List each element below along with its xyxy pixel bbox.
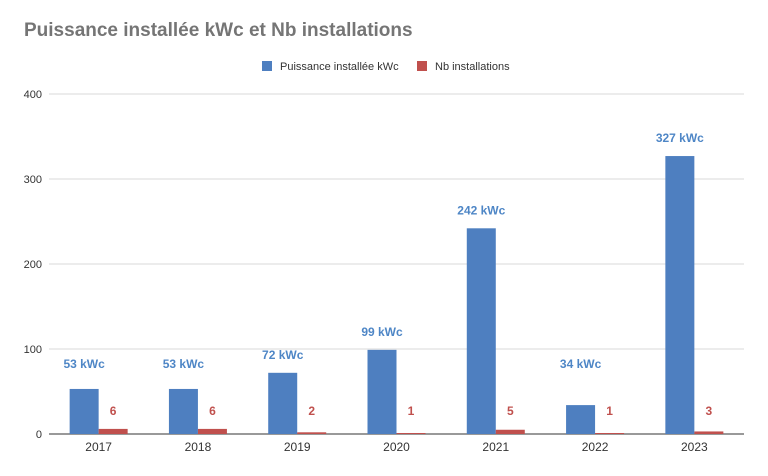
- x-tick-label: 2021: [482, 440, 509, 454]
- x-tick-label: 2020: [383, 440, 410, 454]
- data-label-nb-installations: 3: [706, 404, 713, 418]
- x-tick-label: 2023: [681, 440, 708, 454]
- bar-puissance: [466, 228, 496, 434]
- data-label-puissance: 72 kWc: [262, 348, 304, 362]
- bar-puissance: [69, 388, 99, 434]
- data-label-nb-installations: 1: [408, 404, 415, 418]
- bar-nb-installations: [595, 433, 625, 434]
- y-tick-label: 0: [36, 429, 42, 441]
- data-label-nb-installations: 6: [110, 404, 117, 418]
- bar-puissance: [566, 405, 596, 434]
- data-label-nb-installations: 1: [606, 404, 613, 418]
- data-label-puissance: 53 kWc: [63, 357, 105, 371]
- x-tick-label: 2018: [185, 440, 212, 454]
- x-tick-label: 2019: [284, 440, 311, 454]
- data-label-puissance: 327 kWc: [656, 131, 704, 145]
- bar-nb-installations: [396, 433, 426, 434]
- chart-title: Puissance installée kWc et Nb installati…: [24, 20, 413, 41]
- bar-puissance: [268, 372, 298, 434]
- data-label-nb-installations: 5: [507, 404, 514, 418]
- legend-swatch-nb-installations: [417, 61, 427, 71]
- x-axis-ticks: 2017 2018 2019 2020 2021 2022 2023: [85, 440, 708, 454]
- legend: Puissance installée kWc Nb installations: [262, 61, 510, 73]
- x-tick-label: 2022: [582, 440, 609, 454]
- data-label-puissance: 34 kWc: [560, 357, 602, 371]
- bar-nb-installations: [197, 428, 227, 434]
- bar-puissance: [367, 349, 397, 434]
- data-label-puissance: 242 kWc: [457, 203, 505, 217]
- bar-nb-installations: [98, 428, 128, 434]
- data-label-nb-installations: 2: [308, 404, 315, 418]
- y-tick-label: 400: [24, 89, 42, 101]
- data-label-puissance: 53 kWc: [163, 357, 205, 371]
- data-labels: 53 kWc 6 53 kWc 6 72 kWc 2 99 kWc 1 242 kWc 5 34 k…: [63, 131, 712, 418]
- legend-label-nb-installations: Nb installations: [435, 61, 510, 73]
- legend-label-puissance: Puissance installée kWc: [280, 61, 399, 73]
- x-tick-label: 2017: [85, 440, 112, 454]
- bars: [69, 156, 724, 435]
- data-label-puissance: 99 kWc: [361, 325, 403, 339]
- bar-nb-installations: [694, 431, 724, 434]
- y-tick-label: 200: [24, 259, 42, 271]
- y-tick-label: 300: [24, 174, 42, 186]
- bar-nb-installations: [495, 429, 525, 434]
- bar-nb-installations: [297, 432, 327, 434]
- data-label-nb-installations: 6: [209, 404, 216, 418]
- legend-swatch-puissance: [262, 61, 272, 71]
- y-tick-label: 100: [24, 344, 42, 356]
- y-axis-ticks: 0 100 200 300 400: [24, 89, 42, 441]
- bar-puissance: [168, 388, 198, 434]
- bar-puissance: [665, 156, 695, 435]
